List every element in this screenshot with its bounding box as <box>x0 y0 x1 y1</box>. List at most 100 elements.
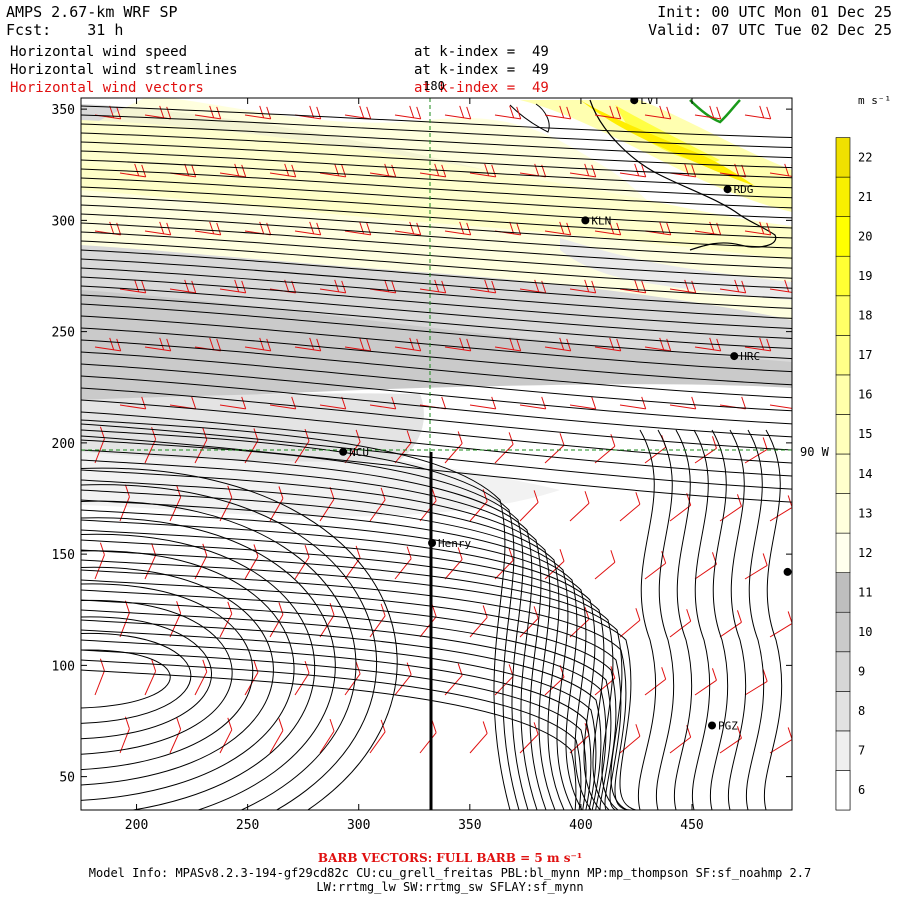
colorbar-label: 10 <box>858 625 872 639</box>
colorbar-swatch <box>835 651 851 692</box>
streamline <box>81 539 619 810</box>
streamline <box>81 423 792 490</box>
valid-time: Valid: 07 UTC Tue 02 Dec 25 <box>648 21 892 39</box>
barb-flag <box>762 553 768 566</box>
barb-shaft <box>544 676 565 696</box>
streamline <box>81 204 792 249</box>
barb-shaft <box>494 346 521 352</box>
barb-flag <box>736 610 742 623</box>
barb-shaft <box>294 346 321 352</box>
barb-shaft <box>619 172 646 178</box>
barb-shaft <box>194 555 208 580</box>
barb-flag <box>227 601 233 614</box>
barb-flag <box>459 105 465 119</box>
barb-shaft <box>619 404 646 410</box>
barb-flag <box>266 106 272 120</box>
barb-shaft <box>469 733 488 754</box>
streamline <box>81 639 596 810</box>
station-dot <box>783 567 792 576</box>
barb-flag <box>509 105 515 119</box>
barb-flag <box>416 222 422 236</box>
streamline <box>81 213 792 259</box>
streamline <box>81 375 792 438</box>
streamline <box>81 632 192 724</box>
barb-shaft <box>519 618 539 638</box>
barb-flag <box>109 221 115 235</box>
streamline <box>81 294 792 350</box>
barb-shaft <box>644 562 667 580</box>
streamline <box>81 559 637 810</box>
station-label: Henry <box>438 537 471 550</box>
barb-flag <box>566 338 572 352</box>
barb-shaft <box>219 404 246 410</box>
barb-flag <box>610 550 616 563</box>
barb-flag <box>159 105 165 119</box>
barb-shaft <box>669 736 692 754</box>
barb-flag <box>457 663 463 676</box>
barb-shaft <box>319 172 346 178</box>
barb-flag <box>466 338 472 352</box>
barb-shaft <box>144 230 171 236</box>
barb-shaft <box>544 346 571 352</box>
map-plot-area: LVT RDG KLN HRC NCU Henry PGZ <box>81 98 792 810</box>
barb-flag <box>659 105 665 119</box>
barb-flag <box>380 603 386 617</box>
wind-barbs <box>94 105 792 754</box>
barb-flag <box>355 661 361 675</box>
barb-shaft <box>319 288 346 294</box>
barb-flag <box>216 222 222 236</box>
barb-flag <box>641 280 647 294</box>
streamline <box>81 105 792 138</box>
barb-flag <box>787 611 792 624</box>
colorbar-label: 6 <box>858 783 865 797</box>
forecast-hours: 31 h <box>87 21 124 39</box>
barb-flag <box>716 106 722 120</box>
barb-shaft <box>419 732 437 754</box>
streamline <box>81 619 606 810</box>
streamline <box>81 569 632 810</box>
streamline <box>727 429 747 810</box>
barb-flag <box>109 337 115 351</box>
x-tick-label: 400 <box>569 818 592 833</box>
barb-shaft <box>769 288 792 293</box>
barb-flag <box>409 337 415 351</box>
barb-shaft <box>669 288 696 294</box>
barb-shaft <box>694 346 721 352</box>
colorbar-label: 7 <box>858 744 865 758</box>
colorbar-label: 22 <box>858 150 872 164</box>
y-tick-label: 250 <box>52 326 75 341</box>
barb-flag <box>359 337 365 351</box>
barb-shaft <box>469 404 496 410</box>
forecast-label-text: Fcst: <box>6 21 52 39</box>
barb-shaft <box>394 114 421 120</box>
streamline <box>81 459 547 810</box>
barb-flag <box>416 106 422 120</box>
colorbar-label: 11 <box>858 585 872 599</box>
barb-flag <box>635 724 641 737</box>
colorbar-label: 12 <box>858 546 872 560</box>
barb-flag <box>176 717 182 730</box>
barb-shaft <box>294 230 321 236</box>
barb-flag <box>216 338 222 352</box>
barb-flag <box>124 484 130 497</box>
station-label: PGZ <box>718 719 738 732</box>
streamline <box>81 231 792 279</box>
barb-flag <box>508 548 514 561</box>
station-dot <box>428 539 437 547</box>
streamline <box>655 429 675 810</box>
streamline <box>81 132 792 169</box>
colorbar-swatch <box>835 572 851 613</box>
colorbar-swatch <box>835 414 851 455</box>
barb-flag <box>329 602 335 616</box>
streamline <box>81 222 792 269</box>
barb-note: BARB VECTORS: FULL BARB = 5 m s⁻¹ <box>317 851 583 865</box>
colorbar-swatch <box>835 255 851 297</box>
barb-flag <box>787 727 792 740</box>
barb-flag <box>559 221 565 235</box>
barb-flag <box>691 164 697 178</box>
barb-flag <box>391 164 397 178</box>
barb-shaft <box>744 564 768 580</box>
barb-flag <box>355 545 361 559</box>
barb-flag <box>484 163 490 177</box>
barb-shaft <box>119 288 146 294</box>
